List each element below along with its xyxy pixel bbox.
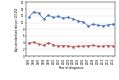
- Males: [78, 20, 79, 21]
- Females: [48, 42, 49, 43]
- Females: [28, 43, 29, 44]
- Males: [48, 15, 49, 16]
- Females: [43, 45, 44, 46]
- Males: [87, 25, 89, 26]
- Females: [68, 45, 69, 46]
- Males: [63, 18, 64, 19]
- Males: [92, 24, 94, 25]
- Females: [82, 46, 84, 47]
- Males: [82, 21, 84, 22]
- Males: [68, 17, 69, 18]
- Y-axis label: Age-standardised rate per 100,000: Age-standardised rate per 100,000: [15, 8, 20, 51]
- Males: [102, 25, 104, 26]
- X-axis label: Year of diagnosis: Year of diagnosis: [58, 66, 84, 70]
- Females: [38, 44, 39, 45]
- Line: Females: Females: [28, 41, 114, 47]
- Females: [87, 45, 89, 46]
- Males: [58, 16, 59, 17]
- Females: [73, 46, 74, 47]
- Males: [112, 24, 114, 25]
- Females: [53, 44, 54, 45]
- Females: [63, 45, 64, 46]
- Males: [38, 13, 39, 14]
- Males: [53, 17, 54, 18]
- Males: [43, 19, 44, 20]
- Males: [73, 19, 74, 20]
- Males: [97, 25, 99, 26]
- Males: [107, 24, 109, 25]
- Females: [107, 45, 109, 46]
- Females: [92, 45, 94, 46]
- Line: Males: Males: [28, 11, 114, 26]
- Females: [102, 45, 104, 46]
- Males: [28, 17, 29, 18]
- Females: [97, 46, 99, 47]
- Females: [58, 45, 59, 46]
- Males: [33, 11, 34, 12]
- Females: [112, 45, 114, 46]
- Females: [33, 41, 34, 42]
- Females: [78, 45, 79, 46]
